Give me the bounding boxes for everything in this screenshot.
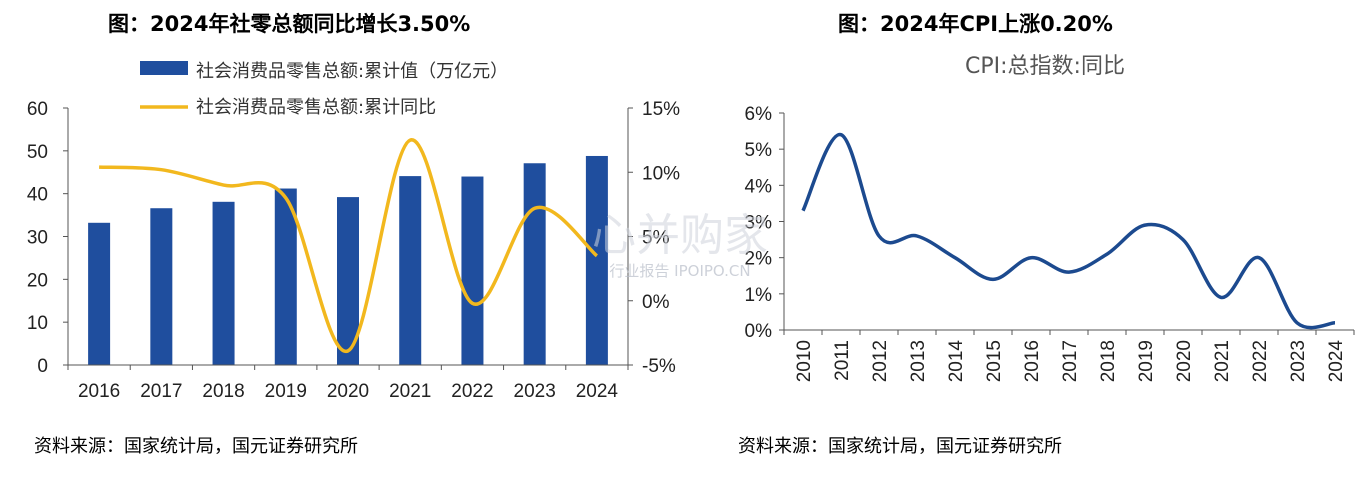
right-y-tick-label: 0%: [642, 292, 670, 313]
left-y-tick-label: 30: [27, 228, 48, 249]
cpi-axes: 0% 1% 2% 3% 4% 5% 6% 2010 2011 2012 2013 2014 2015 20…: [745, 104, 1355, 383]
x-tick-label: 2023: [514, 381, 556, 402]
x-tick-label: 2019: [265, 381, 307, 402]
cpi-x-tick-label: 2019: [1136, 340, 1157, 382]
cpi-chart: CPI:总指数:同比 0% 1% 2% 3% 4% 5% 6% 2010 2011 2012 201…: [745, 54, 1355, 383]
retail-bar-2018: [212, 201, 235, 365]
cpi-x-tick-label: 2012: [870, 340, 891, 382]
right-source-note: 资料来源：国家统计局，国元证券研究所: [738, 436, 1062, 457]
right-y-tick-label: 5%: [642, 228, 670, 249]
cpi-path: [801, 132, 1336, 330]
retail-bar-2024: [585, 155, 608, 365]
cpi-x-tick-label: 2017: [1060, 340, 1081, 382]
cpi-y-tick-label: 3%: [745, 213, 773, 234]
retail-bar-2019: [274, 188, 297, 365]
retail-growth-path: [99, 138, 599, 353]
retail-bar-2022: [461, 176, 484, 365]
x-tick-label: 2022: [451, 381, 493, 402]
right-y-tick-label: 10%: [642, 163, 680, 184]
cpi-x-tick-label: 2013: [908, 340, 929, 382]
cpi-y-tick-label: 0%: [745, 321, 773, 342]
x-tick-label: 2018: [202, 381, 244, 402]
left-y-tick-label: 20: [27, 270, 48, 291]
x-tick-label: 2024: [576, 381, 619, 402]
cpi-x-tick-label: 2018: [1098, 340, 1119, 382]
left-source-note: 资料来源：国家统计局，国元证券研究所: [34, 436, 358, 457]
cpi-y-tick-label: 1%: [745, 285, 773, 306]
retail-bar-2016: [88, 222, 111, 365]
retail-growth-line: [99, 138, 599, 353]
x-tick-label: 2016: [78, 381, 120, 402]
x-tick-label: 2021: [389, 381, 431, 402]
legend-bar-label: 社会消费品零售总额:累计值（万亿元）: [196, 61, 508, 82]
cpi-y-tick-label: 6%: [745, 104, 773, 125]
cpi-x-tick-label: 2016: [1022, 340, 1043, 382]
cpi-series-title: CPI:总指数:同比: [965, 54, 1125, 79]
watermark-sub-text: 行业报告 IPOIPO.CN: [609, 262, 750, 280]
left-y-tick-label: 60: [27, 99, 48, 120]
cpi-x-tick-label: 2011: [832, 340, 853, 381]
retail-sales-chart: 0 10 20 30 40 50 60 -5% 0% 5% 10% 15% 2016 2017 2018 20…: [27, 61, 680, 402]
retail-axes: 0 10 20 30 40 50 60 -5% 0% 5% 10% 15% 2016 2017 2018 20…: [27, 99, 680, 402]
x-tick-label: 2017: [140, 381, 182, 402]
left-y-tick-label: 40: [27, 185, 48, 206]
cpi-x-tick-label: 2022: [1250, 340, 1271, 382]
left-chart-title: 图：2024年社零总额同比增长3.50%: [108, 12, 471, 36]
left-y-tick-label: 0: [37, 356, 48, 377]
legend-bar-swatch: [140, 61, 188, 75]
cpi-x-tick-label: 2010: [794, 340, 815, 382]
cpi-x-tick-label: 2020: [1174, 340, 1195, 382]
watermark: 心并购家 行业报告 IPOIPO.CN: [592, 210, 768, 280]
legend-line-label: 社会消费品零售总额:累计同比: [196, 97, 436, 118]
watermark-main-text: 心并购家: [592, 210, 768, 261]
right-y-tick-label: 15%: [642, 99, 680, 120]
left-y-tick-label: 10: [27, 313, 48, 334]
left-y-tick-label: 50: [27, 142, 48, 163]
x-tick-label: 2020: [327, 381, 369, 402]
cpi-x-tick-label: 2015: [984, 340, 1005, 382]
right-y-tick-label: -5%: [642, 356, 676, 377]
cpi-x-tick-label: 2021: [1212, 340, 1233, 382]
cpi-x-tick-label: 2023: [1288, 340, 1309, 382]
cpi-x-tick-label: 2024: [1326, 340, 1347, 383]
retail-bars: [88, 155, 608, 365]
retail-bar-2017: [150, 208, 173, 365]
cpi-x-tick-label: 2014: [946, 340, 967, 383]
cpi-y-tick-label: 5%: [745, 140, 773, 161]
retail-legend: 社会消费品零售总额:累计值（万亿元） 社会消费品零售总额:累计同比: [140, 61, 508, 118]
cpi-y-tick-label: 2%: [745, 249, 773, 270]
right-chart-title: 图：2024年CPI上涨0.20%: [838, 12, 1113, 36]
retail-bar-2023: [523, 163, 546, 365]
cpi-y-tick-label: 4%: [745, 176, 773, 197]
retail-bar-2020: [337, 197, 359, 365]
cpi-line: [801, 132, 1336, 330]
retail-bar-2021: [399, 176, 422, 365]
